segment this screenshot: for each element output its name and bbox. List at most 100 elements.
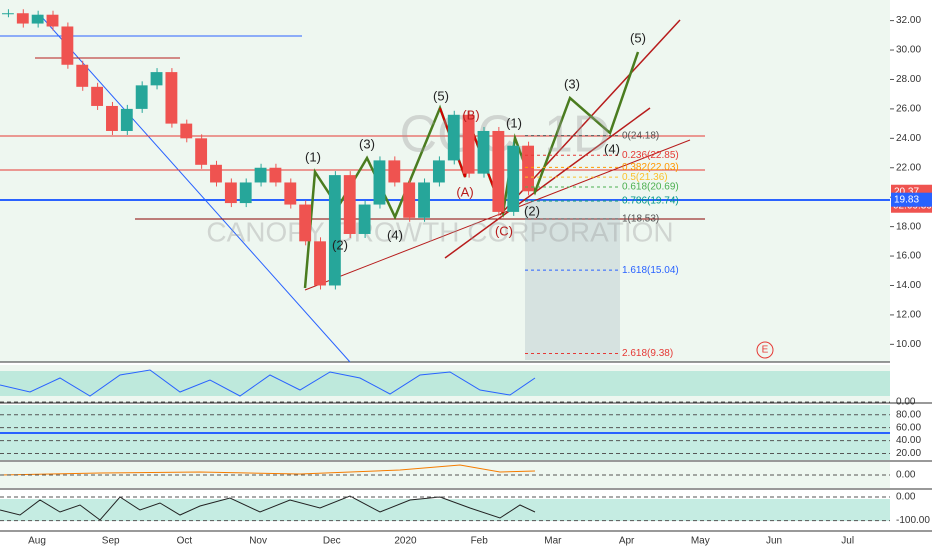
y-tick-label: 28.00	[896, 74, 921, 85]
candle	[91, 86, 104, 106]
candle	[150, 72, 163, 86]
band	[0, 371, 890, 396]
candle	[284, 182, 297, 205]
y-tick-label: 26.00	[896, 104, 921, 115]
low-tag: 19.83	[894, 194, 919, 205]
candle	[447, 114, 460, 161]
candle	[299, 204, 312, 242]
x-tick-label: Apr	[619, 536, 635, 547]
y-tick-label: 32.00	[896, 15, 921, 26]
x-tick-label: Mar	[544, 536, 562, 547]
candle	[195, 138, 208, 165]
wave-label: (5)	[630, 30, 646, 45]
pane-tick-label: -100.00	[896, 515, 930, 526]
fib-label: 2.618(9.38)	[622, 348, 673, 359]
fib-label: 0.618(20.69)	[622, 182, 679, 193]
pane-tick-label: 60.00	[896, 422, 921, 433]
wave-label: (3)	[564, 76, 580, 91]
candle	[210, 164, 222, 183]
candle	[314, 241, 326, 286]
x-tick-label: Feb	[471, 536, 489, 547]
wave-label: (2)	[524, 203, 540, 218]
candle	[343, 175, 356, 234]
candle	[492, 130, 505, 212]
pane-tick-label: 20.00	[896, 448, 921, 459]
wave-label: (2)	[332, 237, 348, 252]
candle	[61, 26, 74, 65]
candle	[76, 64, 89, 87]
y-tick-label: 14.00	[896, 280, 921, 291]
y-tick-label: 22.00	[896, 162, 921, 173]
wave-label: (4)	[604, 141, 620, 156]
stoch-line	[0, 369, 536, 397]
candle	[120, 108, 133, 131]
fib-label: 0.236(22.85)	[622, 150, 679, 161]
watermark-sub: CANOPY GROWTH CORPORATION	[206, 216, 673, 247]
candle	[432, 160, 445, 183]
wave-label: (1)	[305, 149, 321, 164]
y-tick-label: 24.00	[896, 133, 921, 144]
fib-label: 0.786(19.74)	[622, 196, 679, 207]
channel-line	[444, 107, 651, 259]
y-tick-label: 18.00	[896, 221, 921, 232]
candle	[135, 85, 148, 109]
main-pane	[0, 0, 890, 362]
candle	[106, 105, 118, 131]
fib-label: 1(18.53)	[622, 213, 659, 224]
x-tick-label: Nov	[249, 536, 267, 547]
candle	[522, 145, 534, 192]
candle	[31, 14, 44, 24]
fib-label: 1.618(15.04)	[622, 265, 679, 276]
candle	[388, 160, 401, 183]
y-tick-label: 10.00	[896, 339, 921, 350]
candle	[180, 123, 193, 139]
y-tick-label: 12.00	[896, 310, 921, 321]
trend-line	[39, 14, 351, 363]
candle	[2, 13, 14, 15]
macd-line	[0, 464, 536, 476]
cci-line	[0, 495, 536, 521]
x-tick-label: Dec	[323, 536, 341, 547]
pane-tick-label: 0.00	[896, 492, 916, 503]
candle	[328, 175, 341, 286]
x-tick-label: Jul	[841, 536, 854, 547]
price-tag: 20.37	[894, 186, 919, 197]
x-tick-label: Jun	[766, 536, 782, 547]
pane-tick-label: 0.00	[896, 470, 916, 481]
candle	[403, 182, 416, 218]
pane-tick-label: 40.00	[896, 435, 921, 446]
candle	[373, 160, 386, 205]
cci-band	[0, 499, 890, 521]
wave-label: (A)	[456, 184, 473, 199]
candle	[507, 145, 520, 212]
low-tag-bg	[891, 192, 932, 207]
fib-label: 0.382(22.03)	[622, 162, 679, 173]
fib-label: 0.5(21.36)	[622, 172, 668, 183]
watermark: CGC, 1D	[400, 106, 611, 164]
wave-label: (3)	[359, 136, 375, 151]
candle	[477, 130, 490, 174]
pane-tick-label: 80.00	[896, 409, 921, 420]
candle	[462, 114, 475, 174]
wave-label: (4)	[387, 227, 403, 242]
x-tick-label: Aug	[28, 536, 46, 547]
target-zone	[525, 200, 620, 360]
event-marker	[756, 341, 774, 359]
x-tick-label: 2020	[394, 536, 417, 547]
price-axis	[890, 0, 932, 530]
wave-label: (B)	[462, 107, 479, 122]
pane-tick-label: 0.00	[896, 397, 916, 408]
x-tick-label: Oct	[177, 536, 193, 547]
candle	[165, 72, 178, 124]
wave-label: (5)	[433, 88, 449, 103]
candle	[46, 14, 59, 27]
candle	[16, 13, 29, 24]
y-tick-label: 16.00	[896, 251, 921, 262]
event-label: E	[762, 345, 769, 356]
candle	[358, 204, 371, 234]
candle	[418, 182, 430, 218]
fib-label: 0(24.18)	[622, 130, 659, 141]
wave-label: (C)	[495, 223, 513, 238]
y-tick-label: 30.00	[896, 45, 921, 56]
